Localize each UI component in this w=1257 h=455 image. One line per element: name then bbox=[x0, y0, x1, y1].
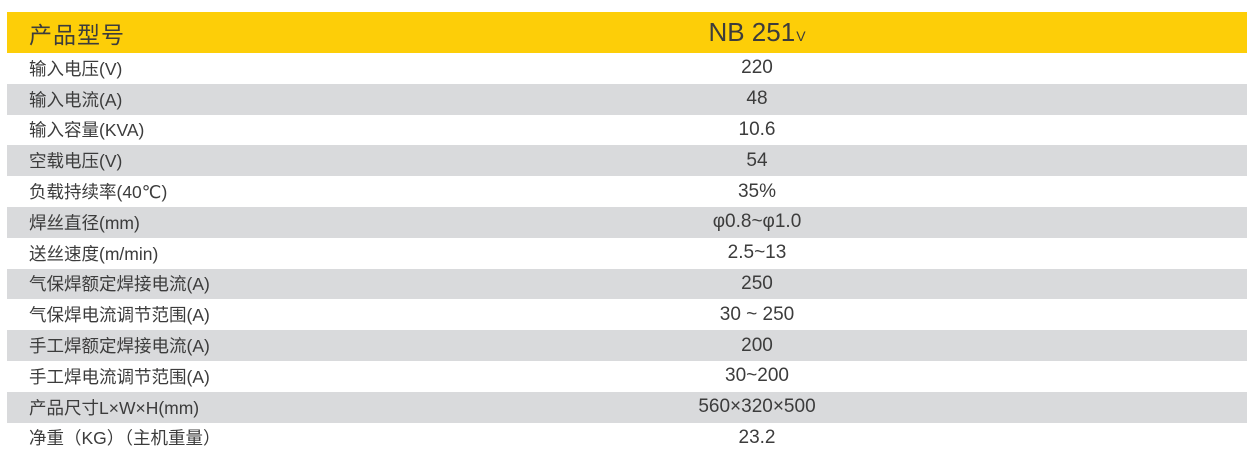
row-label: 手工焊电流调节范围(A) bbox=[29, 366, 210, 387]
table-row: 净重（KG）（主机重量） 23.2 bbox=[7, 422, 1247, 454]
row-value: 2.5~13 bbox=[727, 242, 787, 264]
table-row: 输入容量(KVA) 10.6 bbox=[7, 114, 1247, 146]
row-label: 净重（KG）（主机重量） bbox=[29, 428, 221, 449]
row-label: 送丝速度(m/min) bbox=[29, 243, 159, 264]
row-value: 54 bbox=[746, 149, 768, 171]
table-row: 输入电压(V) 220 bbox=[7, 53, 1247, 84]
row-value: 30~200 bbox=[725, 365, 789, 387]
table-row: 手工焊额定焊接电流(A) 200 bbox=[7, 330, 1247, 361]
header-model-value: NB 251V bbox=[267, 17, 1247, 48]
table-row: 送丝速度(m/min) 2.5~13 bbox=[7, 237, 1247, 269]
model-name: NB 251 bbox=[708, 17, 796, 47]
row-label: 输入电压(V) bbox=[29, 58, 123, 79]
table-row: 产品尺寸L×W×H(mm) 560×320×500 bbox=[7, 391, 1247, 423]
table-row: 负载持续率(40℃) 35% bbox=[7, 176, 1247, 207]
row-label: 手工焊额定焊接电流(A) bbox=[29, 336, 210, 357]
spec-table-body: 输入电压(V) 220 输入电流(A) 48 输入容量(KVA) 10.6 空载电压(V) 5… bbox=[7, 53, 1247, 454]
row-label: 焊丝直径(mm) bbox=[29, 212, 140, 233]
row-value: 35% bbox=[737, 180, 777, 202]
table-row: 焊丝直径(mm) φ0.8~φ1.0 bbox=[7, 206, 1247, 238]
row-value: 560×320×500 bbox=[698, 396, 816, 418]
header-product-model-label: 产品型号 bbox=[29, 21, 125, 48]
row-value: 250 bbox=[741, 272, 773, 294]
row-value: φ0.8~φ1.0 bbox=[712, 211, 802, 233]
table-header: 产品型号 NB 251V bbox=[7, 12, 1247, 53]
model-suffix: V bbox=[796, 28, 806, 44]
row-label: 输入容量(KVA) bbox=[29, 120, 145, 141]
table-row: 输入电流(A) 48 bbox=[7, 83, 1247, 115]
table-row: 气保焊额定焊接电流(A) 250 bbox=[7, 268, 1247, 300]
row-label: 空载电压(V) bbox=[29, 151, 123, 172]
row-label: 输入电流(A) bbox=[29, 89, 123, 110]
row-value: 30 ~ 250 bbox=[719, 303, 795, 325]
spec-table: 产品型号 NB 251V 输入电压(V) 220 输入电流(A) 48 输入容量(KVA… bbox=[7, 12, 1247, 454]
table-row: 气保焊电流调节范围(A) 30 ~ 250 bbox=[7, 299, 1247, 331]
row-value: 23.2 bbox=[738, 426, 776, 448]
row-label: 气保焊电流调节范围(A) bbox=[29, 305, 210, 326]
row-value: 10.6 bbox=[738, 118, 776, 140]
row-value: 200 bbox=[741, 334, 773, 356]
table-row: 手工焊电流调节范围(A) 30~200 bbox=[7, 360, 1247, 392]
row-label: 气保焊额定焊接电流(A) bbox=[29, 274, 210, 295]
row-value: 48 bbox=[746, 88, 768, 110]
table-row: 空载电压(V) 54 bbox=[7, 145, 1247, 177]
row-label: 负载持续率(40℃) bbox=[29, 182, 168, 203]
row-value: 220 bbox=[741, 57, 773, 79]
row-label: 产品尺寸L×W×H(mm) bbox=[29, 397, 200, 418]
